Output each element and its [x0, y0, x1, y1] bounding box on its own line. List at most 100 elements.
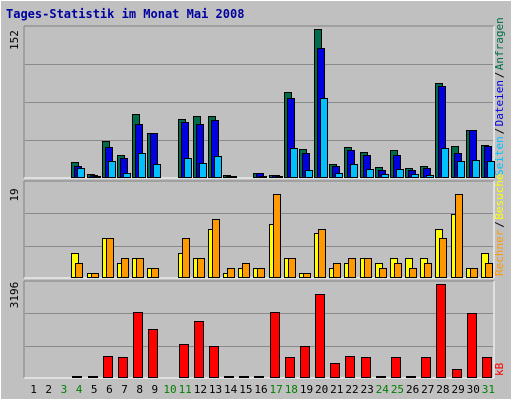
rechner-bar — [364, 258, 372, 278]
seiten-bar — [305, 170, 313, 178]
x-tick-label: 27 — [421, 383, 434, 396]
legend-dateien: Dateien — [493, 80, 506, 126]
x-tick-label: 13 — [209, 383, 222, 396]
rechner-bar — [136, 258, 144, 278]
x-tick-label: 30 — [467, 383, 480, 396]
seiten-bar — [199, 163, 207, 178]
x-tick-label: 18 — [285, 383, 298, 396]
rechner-bar — [318, 229, 326, 278]
kb-bar — [315, 294, 325, 378]
kb-bar — [88, 376, 98, 378]
top-panel-ymax-label: 152 — [8, 30, 21, 50]
seiten-bar — [487, 161, 495, 178]
top-panel-label-separator: / — [493, 72, 506, 79]
seiten-bar — [93, 176, 101, 178]
seiten-bar — [153, 164, 161, 178]
legend-seiten: Seiten — [493, 136, 506, 176]
seiten-bar — [411, 174, 419, 178]
legend-besuche: Besuche — [493, 173, 506, 219]
seiten-bar — [259, 176, 267, 178]
rechner-bar — [394, 263, 402, 278]
seiten-bar — [457, 161, 465, 178]
x-tick-label: 26 — [406, 383, 419, 396]
kb-bar — [361, 357, 371, 378]
rechner-bar — [303, 273, 311, 278]
x-tick-label: 11 — [179, 383, 192, 396]
x-tick-label: 20 — [315, 383, 328, 396]
x-tick-label: 25 — [391, 383, 404, 396]
seiten-bar — [381, 174, 389, 178]
rechner-bar — [333, 263, 341, 278]
rechner-bar — [212, 219, 220, 278]
x-tick-label: 5 — [91, 383, 98, 396]
kb-bar — [285, 357, 295, 378]
kb-bar — [209, 346, 219, 378]
seiten-bar — [184, 158, 192, 178]
kb-bar — [103, 356, 113, 378]
x-tick-label: 7 — [121, 383, 128, 396]
kb-bar — [421, 357, 431, 378]
seiten-bar — [350, 164, 358, 178]
seiten-bar — [123, 173, 131, 178]
kb-bar — [406, 376, 416, 378]
rechner-bar — [227, 268, 235, 278]
kb-bar — [436, 284, 446, 378]
rechner-bar — [379, 268, 387, 278]
chart-title: Tages-Statistik im Monat Mai 2008 — [6, 7, 245, 21]
rechner-bar — [197, 258, 205, 278]
x-tick-label: 17 — [270, 383, 283, 396]
kb-bar — [133, 312, 143, 378]
x-tick-label: 4 — [76, 383, 83, 396]
seiten-bar — [320, 98, 328, 178]
kb-bar — [239, 376, 249, 378]
x-tick-label: 23 — [361, 383, 374, 396]
kb-bar — [72, 376, 82, 378]
legend-anfragen: Anfragen — [493, 17, 506, 70]
seiten-bar — [290, 148, 298, 178]
rechner-bar — [439, 238, 447, 278]
seiten-bar — [335, 173, 343, 178]
kb-bar — [482, 357, 492, 378]
rechner-bar — [485, 263, 493, 278]
x-tick-label: 6 — [106, 383, 113, 396]
rechner-bar — [348, 258, 356, 278]
x-tick-label: 3 — [61, 383, 68, 396]
x-tick-label: 28 — [436, 383, 449, 396]
kb-bar — [376, 376, 386, 378]
kb-bar — [254, 376, 264, 378]
bottom-panel-ymax-label: 3196 — [8, 282, 21, 309]
rechner-bar — [106, 238, 114, 278]
legend-rechner: Rechner — [493, 229, 506, 276]
rechner-bar — [470, 268, 478, 278]
seiten-bar — [366, 169, 374, 178]
rechner-bar — [409, 268, 417, 278]
rechner-bar — [121, 258, 129, 278]
rechner-bar — [424, 263, 432, 278]
seiten-bar — [229, 176, 237, 178]
kb-bar — [118, 357, 128, 378]
seiten-bar — [108, 161, 116, 178]
x-tick-label: 29 — [451, 383, 464, 396]
seiten-bar — [441, 148, 449, 178]
kb-bar — [330, 363, 340, 378]
middle-panel-label-separator: / — [493, 221, 506, 228]
kb-bar — [224, 376, 234, 378]
kb-bar — [345, 356, 355, 378]
middle-panel-ymax-label: 19 — [8, 188, 21, 201]
seiten-bar — [275, 176, 283, 178]
x-tick-label: 16 — [254, 383, 267, 396]
kb-bar — [194, 321, 204, 378]
rechner-bar — [257, 268, 265, 278]
rechner-bar — [75, 263, 83, 278]
x-tick-label: 19 — [300, 383, 313, 396]
x-tick-label: 24 — [376, 383, 390, 396]
kb-bar — [179, 344, 189, 378]
rechner-bar — [455, 194, 463, 278]
kb-bar — [270, 312, 280, 378]
top-panel-label-separator: / — [493, 128, 506, 135]
x-tick-label: 14 — [224, 383, 238, 396]
bottom-panel-bg — [24, 281, 494, 378]
kb-bar — [148, 329, 158, 378]
